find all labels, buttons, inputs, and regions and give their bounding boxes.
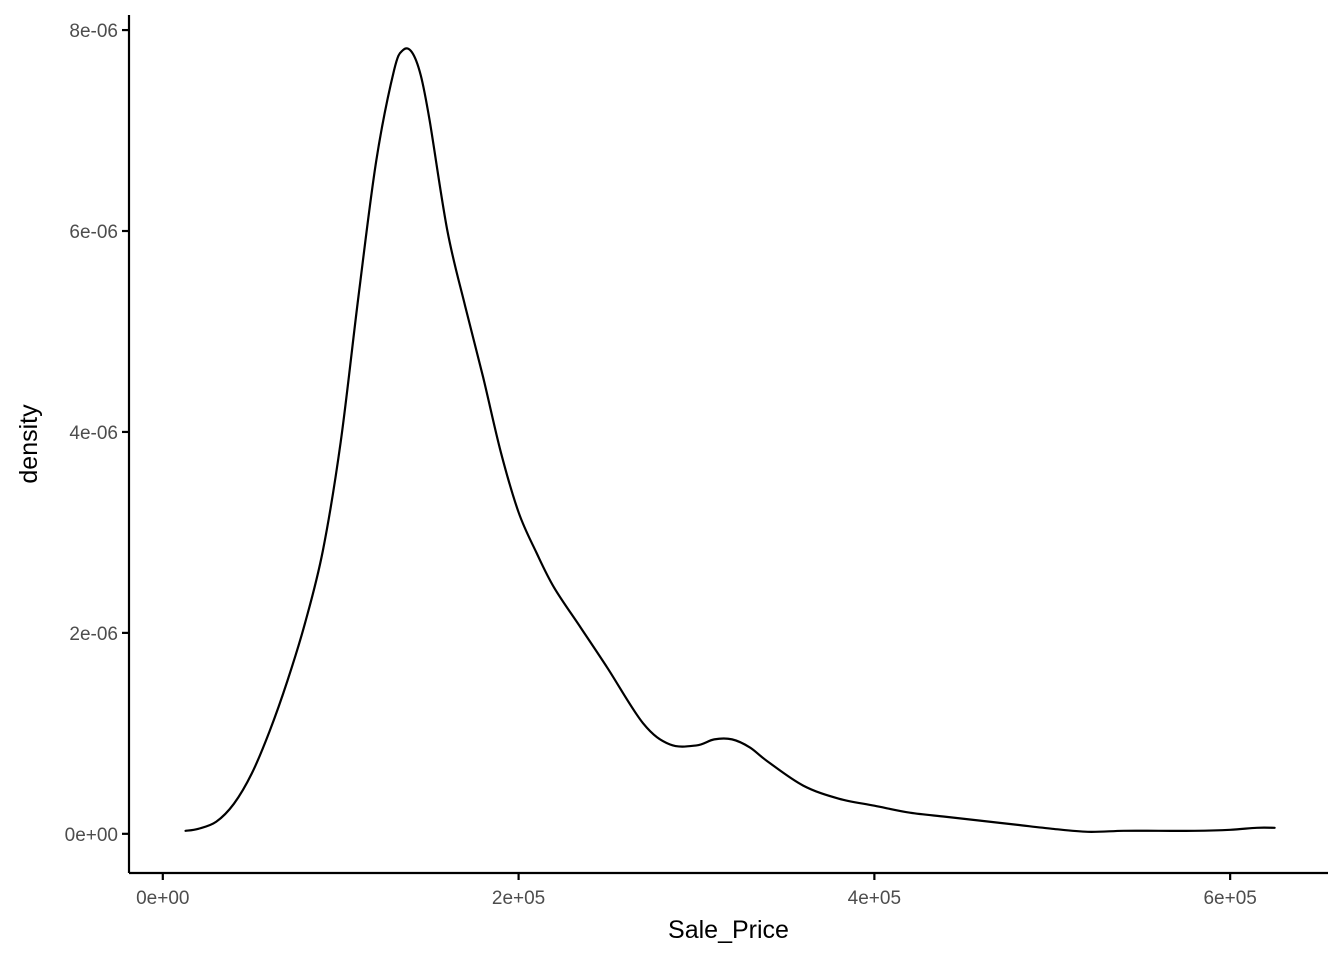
y-tick-label: 0e+00	[65, 825, 118, 846]
x-tick-label: 6e+05	[1203, 888, 1256, 909]
x-tick-label: 0e+00	[136, 888, 189, 909]
y-tick-label: 2e-06	[69, 624, 118, 645]
y-axis-ticks: 0e+00 2e-06 4e-06 6e-06 8e-06	[65, 21, 129, 846]
y-tick-label: 8e-06	[69, 21, 118, 42]
density-curve	[184, 47, 1276, 833]
x-tick-label: 2e+05	[492, 888, 545, 909]
y-tick-label: 6e-06	[69, 222, 118, 243]
x-axis-title: Sale_Price	[668, 916, 789, 944]
y-axis-title: density	[15, 404, 43, 484]
y-tick-label: 4e-06	[69, 423, 118, 444]
x-axis-ticks: 0e+00 2e+05 4e+05 6e+05	[136, 873, 1257, 909]
x-tick-label: 4e+05	[848, 888, 901, 909]
